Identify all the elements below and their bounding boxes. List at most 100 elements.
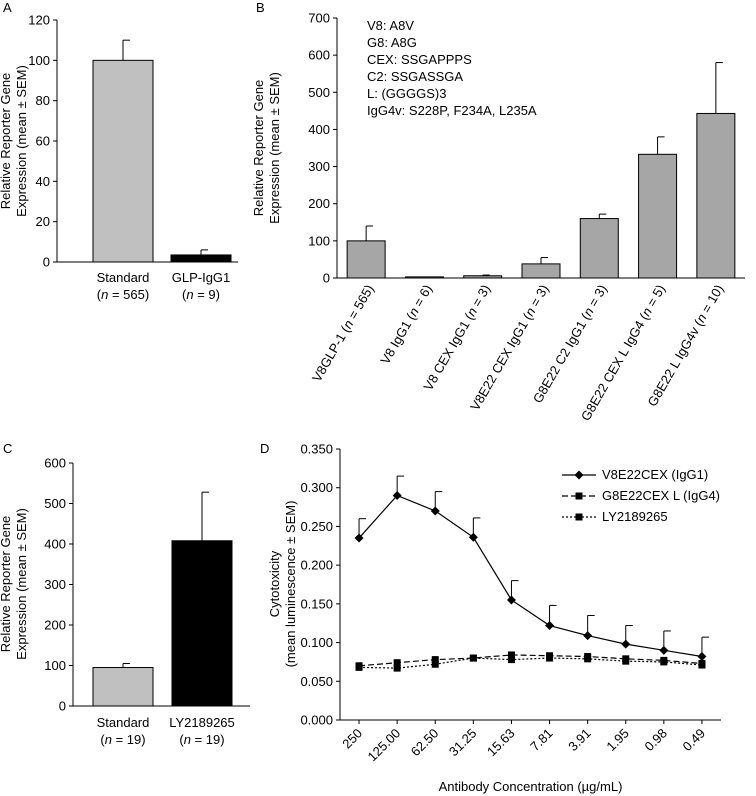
panel-d-legend-marker [575, 513, 583, 521]
y-axis-label-line: Expression (mean ± SEM) [267, 72, 282, 224]
panel-label-d: D [260, 441, 269, 456]
panel-b-y-tick-label: 600 [308, 48, 330, 63]
panel-b-annotation: L: (GGGGS)3 [367, 86, 446, 101]
panel-d-x-axis-label: Antibody Concentration (µg/mL) [439, 779, 623, 794]
panel-b-bar [579, 218, 619, 279]
panel-c-y-axis-label: Relative Reporter Gene Expression (mean ±… [0, 508, 29, 660]
panel-b-x-tick-label-group: V8 CEX IgG1 (n = 3) [421, 282, 494, 393]
panel-c-y-tick-label: 500 [44, 496, 66, 511]
panel-d-x-tick-label: 250 [339, 726, 365, 752]
panel-a-y-tick-label: 20 [36, 214, 50, 229]
panel-c-y-tick-label: 600 [44, 456, 66, 471]
panel-d-x-tick-label: 1.95 [603, 726, 632, 755]
panel-a-y-tick-label: 0 [43, 255, 50, 270]
y-axis-label-line: Expression (mean ± SEM) [14, 508, 29, 660]
panel-b-y-axis-label: Relative Reporter Gene Expression (mean ±… [251, 72, 282, 224]
panel-d-x-tick-label-group: 0.49 [680, 726, 709, 755]
panel-d-x-tick-label-group: 15.63 [484, 726, 518, 760]
panel-d-legend-label: G8E22CEX L (IgG4) [602, 488, 720, 503]
panel-d-point-diamond [697, 652, 707, 662]
panel-c-y-tick-label: 300 [44, 577, 66, 592]
panel-d-point-square [431, 660, 439, 668]
panel-d-point-square [393, 659, 401, 667]
y-axis-label-line: Cytotoxicity [267, 550, 282, 617]
panel-c-x-tick-sublabel: (n = 19) [100, 732, 145, 747]
panel-d-x-tick-label: 0.49 [680, 726, 709, 755]
panel-d-y-tick-label: 0.200 [300, 558, 333, 573]
panel-d-legend-marker [575, 492, 583, 500]
panel-d-point-diamond [545, 621, 555, 631]
panel-b-y-tick-label: 400 [308, 122, 330, 137]
panel-d-point-diamond [506, 595, 516, 605]
panel-d-point-square [469, 654, 477, 662]
panel-b-y-tick-label: 200 [308, 196, 330, 211]
y-axis-label-line: (mean luminescence ± SEM) [283, 501, 298, 668]
panel-d-point-square [698, 661, 706, 669]
panel-d-y-tick-label: 0.250 [300, 519, 333, 534]
panel-d-x-tick-label-group: 62.50 [408, 726, 442, 760]
panel-d-x-tick-label-group: 0.98 [641, 726, 670, 755]
panel-b-y-tick-label: 300 [308, 159, 330, 174]
panel-d-point-diamond [392, 490, 402, 500]
panel-a-bar [92, 59, 154, 263]
panel-label-a: A [3, 0, 12, 15]
panel-a-y-tick-label: 40 [36, 174, 50, 189]
panel-d-point-diamond [468, 532, 478, 542]
panel-b-bar [404, 276, 444, 279]
panel-b-bar [521, 263, 561, 279]
panel-d-point-square [546, 654, 554, 662]
panel-d-point-square [622, 657, 630, 665]
panel-b-x-tick-label-group: V8GLP-1 (n = 565) [309, 282, 377, 384]
panel-b-x-tick-label: V8GLP-1 (n = 565) [309, 282, 377, 384]
panel-b-y-tick-label: 500 [308, 85, 330, 100]
panel-d-series-line [359, 657, 702, 669]
panel-a-x-tick-sublabel: (n = 565) [97, 287, 149, 302]
panel-d-point-diamond [583, 631, 593, 641]
panel-a-bar [170, 254, 232, 263]
panel-d-point-square [507, 651, 515, 659]
panel-d-y-tick-label: 0.000 [300, 713, 333, 728]
panel-a-y-tick-label: 100 [28, 53, 50, 68]
panel-b-y-tick-label: 100 [308, 233, 330, 248]
panel-d-series-line [358, 494, 703, 658]
panel-d-x-tick-label: 7.81 [527, 726, 556, 755]
panel-d-point-square [393, 664, 401, 672]
panel-d-y-tick-label: 0.300 [300, 480, 333, 495]
panel-d-legend-marker [574, 470, 584, 480]
panel-b-bar [463, 275, 503, 279]
panel-b-annotation: G8: A8G [367, 35, 417, 50]
panel-d-x-tick-label-group: 3.91 [565, 726, 594, 755]
panel-d-point-square [431, 656, 439, 664]
panel-a-y-tick-label: 120 [28, 13, 50, 28]
panel-a-y-axis-label: Relative Reporter Gene Expression (mean ±… [0, 65, 29, 217]
panel-c-y-tick-label: 0 [59, 699, 66, 714]
panel-d-y-tick-label: 0.050 [300, 674, 333, 689]
panel-b-y-tick-label: 700 [308, 11, 330, 26]
panel-d-point-diamond [659, 645, 669, 655]
panel-d-point-square [507, 656, 515, 664]
panel-a-y-tick-label: 80 [36, 93, 50, 108]
panel-b-bar [346, 240, 386, 279]
panel-a-x-tick-label: Standard [97, 270, 150, 285]
panel-d-y-tick-label: 0.100 [300, 635, 333, 650]
panel-d-series-line [359, 654, 702, 667]
panel-d-x-tick-label-group: 31.25 [446, 726, 480, 760]
panel-b-annotation: CEX: SSGAPPPS [367, 52, 472, 67]
y-axis-label-line: Relative Reporter Gene [0, 73, 13, 210]
panel-b-annotation: V8: A8V [367, 18, 414, 33]
panel-d-x-tick-label: 3.91 [565, 726, 594, 755]
panel-c-x-tick-label: LY2189265 [169, 715, 235, 730]
panel-b-bar [638, 153, 678, 279]
panel-a-x-tick-label: GLP-IgG1 [172, 270, 231, 285]
panel-b-x-tick-label: V8 IgG1 (n = 6) [377, 282, 435, 367]
panel-d-x-tick-label: 31.25 [446, 726, 480, 760]
panel-c-x-tick-sublabel: (n = 19) [179, 732, 224, 747]
panel-b-annotation: IgG4v: S228P, F234A, L235A [367, 103, 537, 118]
panel-d-point-square [660, 658, 668, 666]
panel-b-x-tick-label-group: V8 IgG1 (n = 6) [377, 282, 435, 367]
panel-d-x-tick-label-group: 125.00 [365, 726, 404, 765]
panel-a-y-tick-label: 60 [36, 134, 50, 149]
y-axis-label-line: Relative Reporter Gene [0, 516, 13, 653]
panel-label-c: C [3, 441, 12, 456]
